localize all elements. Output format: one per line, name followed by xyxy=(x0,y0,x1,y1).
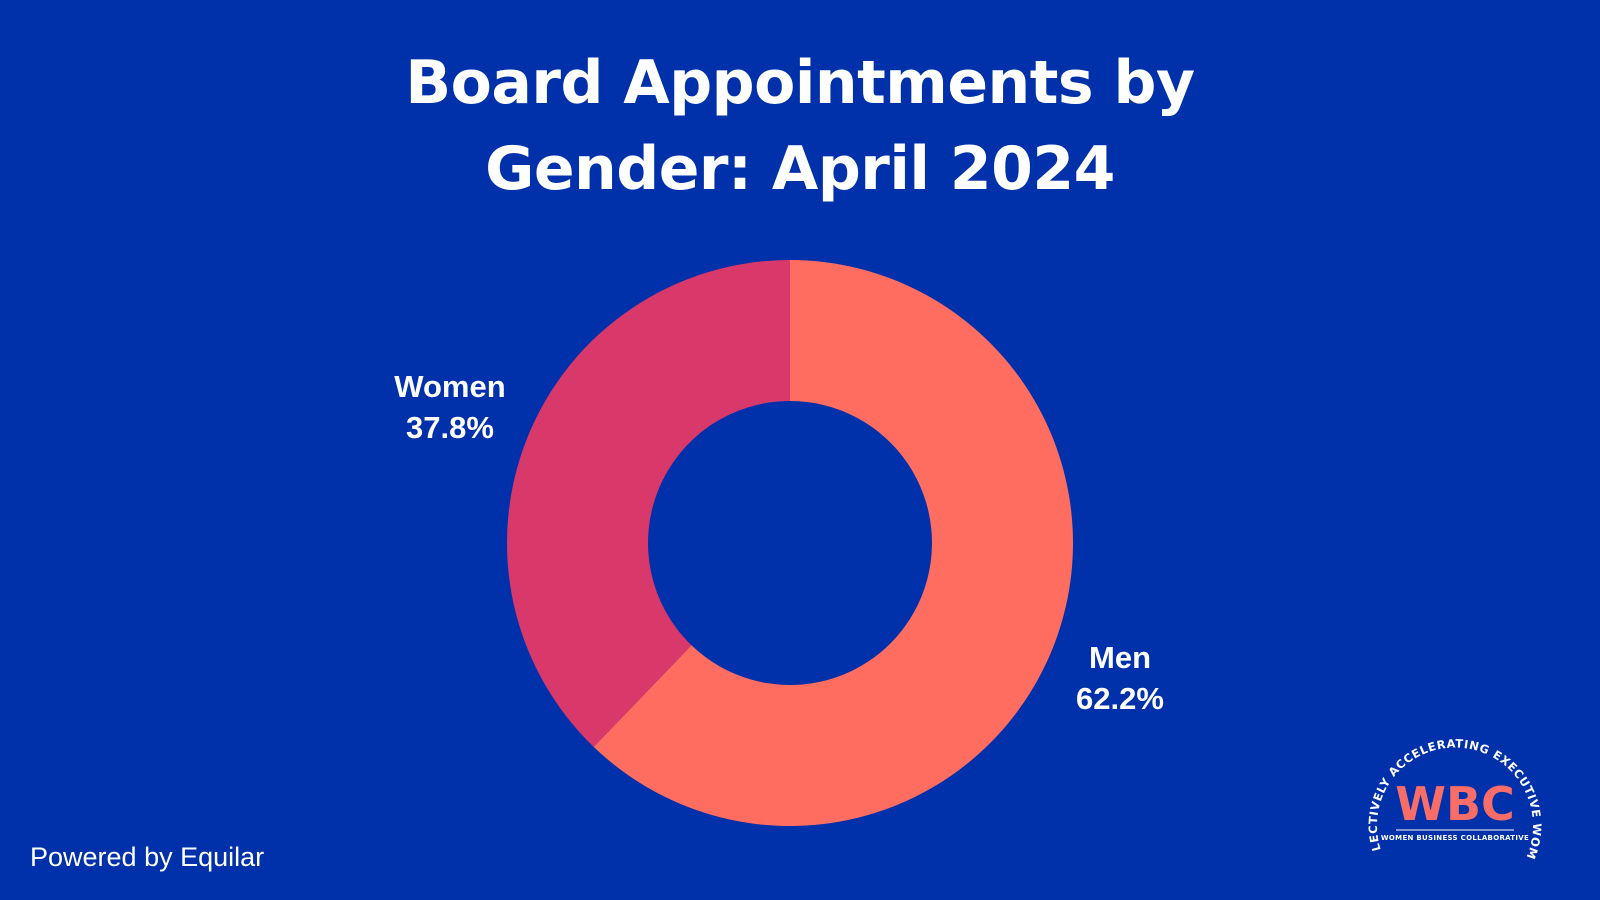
wbc-logo-icon: COLLECTIVELY ACCELERATING EXECUTIVE WOME… xyxy=(1360,720,1544,862)
chart-title-line-1: Board Appointments by xyxy=(405,48,1195,118)
logo-letters: WBC xyxy=(1395,777,1515,831)
slice-value-men: 62.2% xyxy=(1076,681,1164,716)
slice-women xyxy=(506,260,790,747)
chart-title-line-2: Gender: April 2024 xyxy=(485,134,1115,204)
slice-men xyxy=(593,260,1073,826)
slice-label-men: Men xyxy=(1089,640,1151,675)
slice-value-women: 37.8% xyxy=(406,410,494,445)
powered-by-credit: Powered by Equilar xyxy=(30,842,265,872)
slice-label-women: Women xyxy=(394,369,505,404)
chart-title: Board Appointments by Gender: April 2024 xyxy=(0,40,1600,212)
logo-subtitle: WOMEN BUSINESS COLLABORATIVE xyxy=(1381,834,1529,842)
